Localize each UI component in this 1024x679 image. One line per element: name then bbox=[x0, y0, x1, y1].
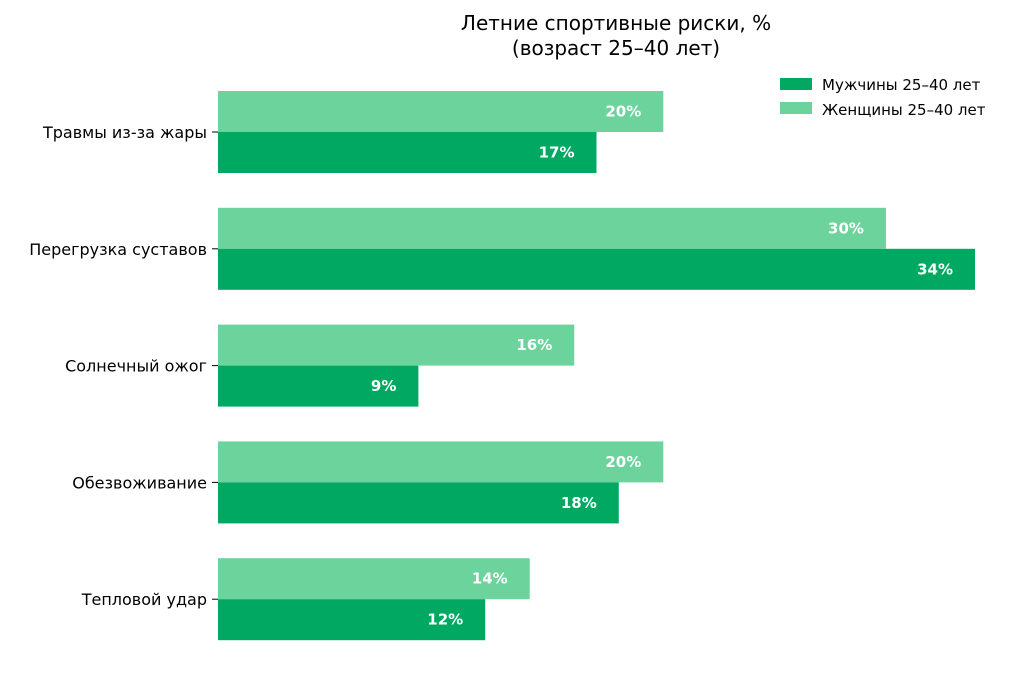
value-label-women-1: 30% bbox=[828, 219, 864, 237]
legend-swatch-women bbox=[780, 102, 812, 114]
legend-label-women: Женщины 25–40 лет bbox=[822, 101, 986, 119]
value-label-women-2: 16% bbox=[516, 336, 552, 354]
chart-title-line-2: (возраст 25–40 лет) bbox=[512, 36, 720, 60]
bar-women-1 bbox=[218, 207, 886, 249]
y-tick-label-3: Обезвоживание bbox=[72, 473, 207, 492]
bar-men-4 bbox=[218, 599, 486, 641]
bar-men-0 bbox=[218, 132, 597, 173]
value-label-men-3: 18% bbox=[561, 494, 597, 512]
value-label-women-4: 14% bbox=[472, 570, 508, 588]
bar-men-3 bbox=[218, 482, 619, 524]
y-tick-label-4: Тепловой удар bbox=[81, 590, 207, 609]
legend: Мужчины 25–40 лет Женщины 25–40 лет bbox=[780, 76, 986, 119]
value-label-men-0: 17% bbox=[539, 144, 575, 162]
bar-women-2 bbox=[218, 324, 575, 366]
value-label-women-3: 20% bbox=[605, 453, 641, 471]
plot-area: 20% 17% Травмы из-за жары 30% 34% Перегрузка … bbox=[29, 91, 975, 641]
bar-women-3 bbox=[218, 441, 664, 483]
y-tick-label-2: Солнечный ожог bbox=[65, 357, 207, 376]
y-tick-label-0: Травмы из-за жары bbox=[42, 123, 207, 142]
value-label-women-0: 20% bbox=[605, 103, 641, 121]
value-label-men-4: 12% bbox=[427, 611, 463, 629]
bar-men-1 bbox=[218, 248, 975, 290]
bar-women-4 bbox=[218, 558, 530, 600]
legend-label-men: Мужчины 25–40 лет bbox=[822, 76, 981, 94]
bar-women-0 bbox=[218, 91, 664, 132]
legend-swatch-men bbox=[780, 78, 812, 90]
value-label-men-2: 9% bbox=[371, 377, 396, 395]
y-tick-label-1: Перегрузка суставов bbox=[29, 240, 207, 259]
value-label-men-1: 34% bbox=[917, 260, 953, 278]
bar-men-2 bbox=[218, 365, 419, 407]
chart-title-line-1: Летние спортивные риски, % bbox=[461, 11, 771, 35]
